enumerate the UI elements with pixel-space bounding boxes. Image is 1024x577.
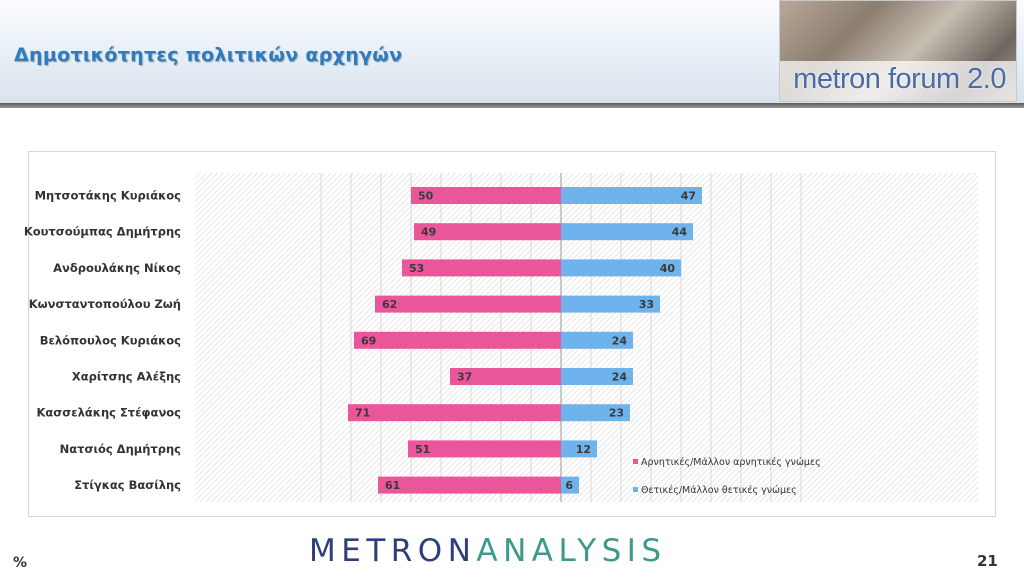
data-label-positive: 24 (612, 334, 628, 347)
bar-positive (561, 368, 633, 385)
bar-positive (561, 404, 630, 422)
data-label-positive: 6 (565, 479, 573, 492)
bar-positive (561, 223, 693, 241)
category-label: Μητσοτάκης Κυριάκος (35, 189, 182, 203)
metron-forum-logo: metron forum 2.0 (779, 0, 1017, 102)
data-label-negative: 62 (382, 298, 397, 311)
bar-negative (414, 223, 561, 241)
data-label-negative: 51 (415, 443, 430, 456)
legend-label: Θετικές/Μάλλον θετικές γνώμες (641, 485, 797, 496)
legend-swatch (633, 487, 638, 492)
bar-positive (561, 259, 681, 277)
category-label: Κουτσούμπας Δημήτρης (24, 225, 181, 239)
data-label-positive: 12 (576, 443, 591, 456)
unit-label: % (13, 555, 28, 571)
bar-positive (561, 187, 702, 204)
page-title: Δημοτικότητες πολιτικών αρχηγών (14, 44, 403, 66)
logo-text: metron forum 2.0 (793, 63, 1006, 95)
bar-negative (411, 187, 561, 204)
bar-negative (408, 440, 561, 458)
brand-part1: METRON (309, 533, 477, 569)
brand-part2: ANALYSIS (476, 533, 667, 569)
metron-analysis-logo: METRONANALYSIS (309, 533, 667, 569)
bar-positive (561, 476, 579, 494)
bar-positive (561, 331, 633, 349)
bar-positive (561, 295, 660, 313)
data-label-negative: 69 (361, 334, 376, 347)
category-label: Ανδρουλάκης Νίκος (53, 261, 181, 275)
category-label: Κασσελάκης Στέφανος (36, 406, 181, 420)
category-label: Χαρίτσης Αλέξης (72, 370, 181, 384)
data-label-negative: 49 (421, 226, 436, 239)
category-label: Νατσιός Δημήτρης (60, 442, 182, 456)
data-label-positive: 23 (609, 407, 624, 420)
bar-positive (561, 440, 597, 458)
data-label-negative: 61 (385, 479, 400, 492)
data-label-positive: 24 (612, 371, 628, 384)
category-label: Βελόπουλος Κυριάκος (40, 333, 181, 347)
data-label-positive: 33 (639, 298, 654, 311)
legend-swatch (633, 459, 638, 464)
data-label-positive: 40 (660, 262, 676, 275)
data-label-negative: 50 (418, 190, 434, 203)
legend-label: Αρνητικές/Μάλλον αρνητικές γνώμες (641, 457, 821, 468)
bar-negative (375, 295, 561, 313)
data-label-positive: 47 (681, 190, 696, 203)
header-divider (0, 103, 1024, 108)
data-label-negative: 53 (409, 262, 424, 275)
data-label-positive: 44 (672, 226, 688, 239)
logo-band (780, 61, 1016, 101)
bar-negative (402, 259, 561, 277)
data-label-negative: 37 (457, 371, 472, 384)
page-number: 21 (977, 552, 998, 570)
category-label: Κωνσταντοπούλου Ζωή (29, 297, 181, 311)
data-label-negative: 71 (355, 407, 370, 420)
bar-negative (348, 404, 561, 422)
bar-negative (450, 368, 561, 385)
bar-negative (354, 331, 561, 349)
category-label: Στίγκας Βασίλης (74, 478, 181, 492)
bar-negative (378, 476, 561, 494)
